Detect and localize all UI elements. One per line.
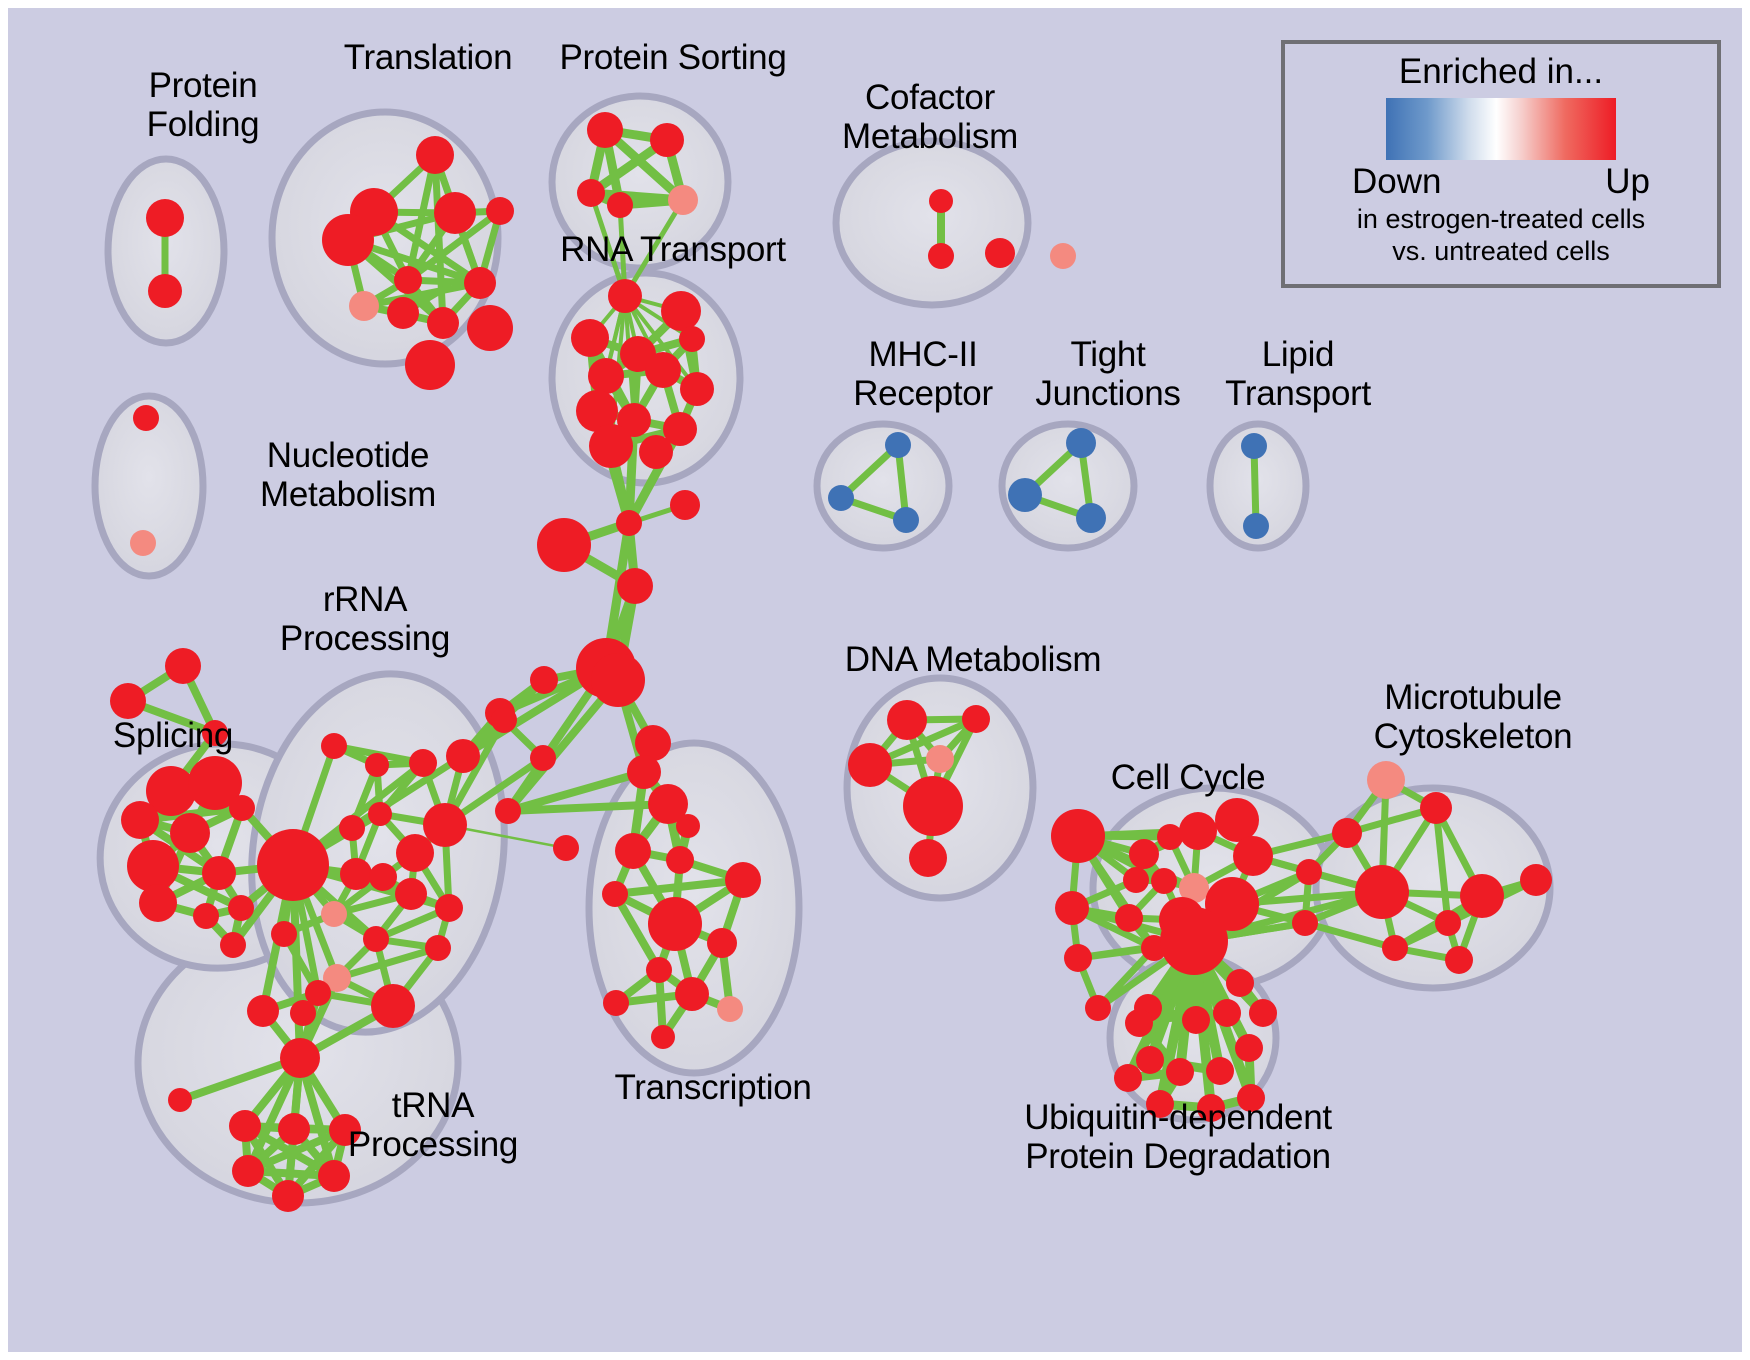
- legend-color-gradient: [1386, 98, 1616, 160]
- legend-title: Enriched in...: [1398, 52, 1604, 91]
- legend-down-label: Down: [1352, 162, 1442, 201]
- legend-caption: in estrogen-treated cells vs. untreated …: [1356, 204, 1646, 266]
- hull-cofactor: [832, 137, 1032, 309]
- hull-microtubule: [1312, 784, 1554, 992]
- network-canvas: [91, 92, 1554, 1212]
- network-nodes: [110, 112, 1552, 1212]
- hull-nucleotide: [91, 392, 207, 580]
- legend-endpoints: Down Up: [1352, 162, 1650, 202]
- legend-up-label: Up: [1605, 162, 1650, 201]
- hull-protein-sorting: [548, 92, 732, 272]
- legend-box: Enriched in... Down Up in estrogen-treat…: [1281, 40, 1721, 288]
